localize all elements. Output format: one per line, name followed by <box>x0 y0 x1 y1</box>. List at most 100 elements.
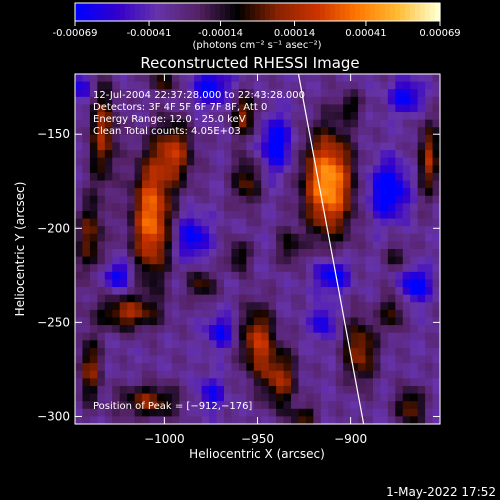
heatmap-cell <box>417 233 426 242</box>
heatmap-cell <box>417 325 426 334</box>
heatmap-cell <box>238 195 247 204</box>
heatmap-cell <box>425 302 434 311</box>
heatmap-cell <box>89 416 98 425</box>
heatmap-cell <box>253 127 262 136</box>
heatmap-cell <box>425 165 434 174</box>
heatmap-cell <box>149 188 158 197</box>
heatmap-cell <box>209 332 218 341</box>
heatmap-cell <box>89 393 98 402</box>
heatmap-cell <box>186 165 195 174</box>
heatmap-cell <box>179 112 188 121</box>
heatmap-cell <box>89 142 98 151</box>
heatmap-cell <box>291 287 300 296</box>
heatmap-cell <box>134 180 143 189</box>
heatmap-cell <box>372 302 382 311</box>
colorbar-cell <box>195 3 201 21</box>
heatmap-cell <box>387 279 396 288</box>
y-tick-label: −250 <box>37 315 70 329</box>
heatmap-cell <box>179 188 188 197</box>
heatmap-cell <box>119 340 128 349</box>
heatmap-cell <box>276 271 285 281</box>
heatmap-cell <box>186 218 195 227</box>
heatmap-cell <box>142 74 151 83</box>
colorbar-tick-label: -0.00014 <box>198 28 243 39</box>
heatmap-cell <box>246 317 255 326</box>
heatmap-cell <box>261 210 270 220</box>
heatmap-cell <box>305 332 314 341</box>
heatmap-cell <box>164 264 173 273</box>
heatmap-cell <box>320 317 329 326</box>
heatmap-cell <box>149 172 158 182</box>
heatmap-cell <box>402 363 411 372</box>
heatmap-cell <box>112 363 121 372</box>
info-block: 12-Jul-2004 22:37:28.000 to 22:43:28.000… <box>93 90 305 137</box>
heatmap-cell <box>298 226 307 235</box>
heatmap-cell <box>112 370 121 379</box>
heatmap-cell <box>134 172 143 182</box>
heatmap-cell <box>350 150 359 159</box>
heatmap-cell <box>425 401 434 410</box>
heatmap-cell <box>97 89 106 98</box>
heatmap-cell <box>335 96 344 106</box>
heatmap-cell <box>298 195 307 204</box>
heatmap-cell <box>223 378 233 387</box>
heatmap-cell <box>387 287 396 296</box>
heatmap-cell <box>164 302 173 311</box>
heatmap-cell <box>194 180 203 189</box>
heatmap-cell <box>276 195 285 204</box>
heatmap-cell <box>395 287 404 296</box>
heatmap-cell <box>134 157 143 166</box>
heatmap-cell <box>305 74 314 83</box>
heatmap-cell <box>119 218 128 227</box>
heatmap-cell <box>246 127 255 136</box>
heatmap-cell <box>261 104 270 113</box>
heatmap-cell <box>186 264 195 273</box>
heatmap-cell <box>320 165 329 174</box>
heatmap-cell <box>387 134 396 144</box>
heatmap-cell <box>149 340 158 349</box>
heatmap-cell <box>358 241 367 250</box>
heatmap-cell <box>82 264 91 273</box>
heatmap-cell <box>209 81 218 90</box>
heatmap-cell <box>395 226 404 235</box>
colorbar-cell <box>420 3 426 21</box>
heatmap-cell <box>410 332 419 341</box>
heatmap-cell <box>238 226 247 235</box>
heatmap-cell <box>425 104 434 113</box>
heatmap-cell <box>209 210 218 220</box>
heatmap-cell <box>298 233 307 242</box>
heatmap-cell <box>238 355 247 364</box>
heatmap-cell <box>156 89 165 98</box>
heatmap-cell <box>365 385 374 395</box>
heatmap-cell <box>365 317 374 326</box>
heatmap-cell <box>164 150 173 159</box>
heatmap-cell <box>268 385 277 395</box>
heatmap-cell <box>283 347 292 357</box>
heatmap-cell <box>276 104 285 113</box>
heatmap-cell <box>276 309 285 319</box>
heatmap-cell <box>358 134 367 144</box>
heatmap-cell <box>104 317 113 326</box>
heatmap-cell <box>350 89 359 98</box>
heatmap-cell <box>432 150 441 159</box>
heatmap-cell <box>425 127 434 136</box>
heatmap-cell <box>231 317 240 326</box>
heatmap-cell <box>372 332 382 341</box>
heatmap-cell <box>343 287 352 296</box>
heatmap-cell <box>209 340 218 349</box>
heatmap-cell <box>194 309 203 319</box>
heatmap-cell <box>104 271 113 281</box>
heatmap-cell <box>142 81 151 90</box>
colorbar-cell <box>340 3 346 21</box>
heatmap-cell <box>134 89 143 98</box>
heatmap-cell <box>142 401 151 410</box>
heatmap-cell <box>298 134 307 144</box>
heatmap-cell <box>432 180 441 189</box>
heatmap-cell <box>149 309 158 319</box>
heatmap-cell <box>358 416 367 425</box>
heatmap-cell <box>246 279 255 288</box>
heatmap-cell <box>276 142 285 151</box>
heatmap-cell <box>119 347 128 357</box>
heatmap-cell <box>380 188 389 197</box>
